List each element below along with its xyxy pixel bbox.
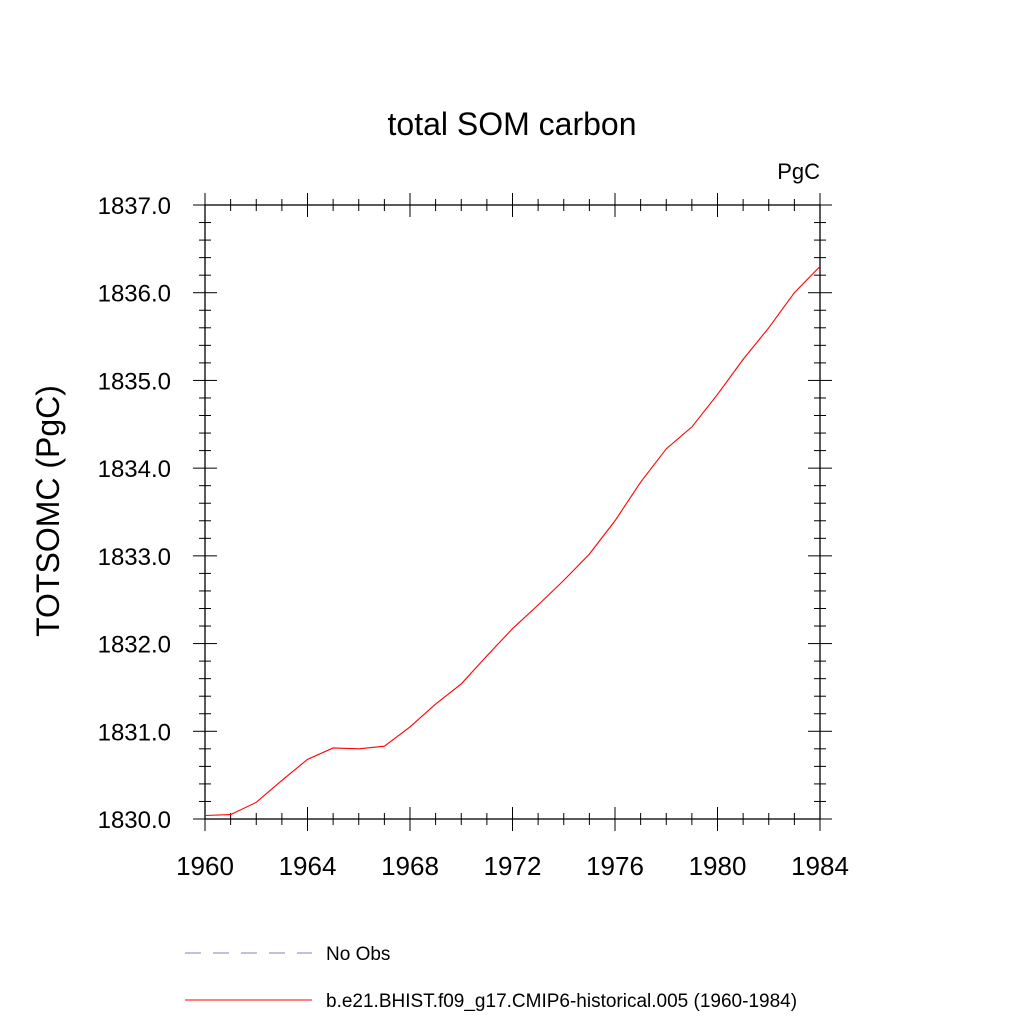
- x-tick-label: 1968: [381, 851, 439, 881]
- y-tick-label: 1833.0: [98, 544, 171, 571]
- y-axis-label: TOTSOMC (PgC): [30, 385, 66, 637]
- legend-label: b.e21.BHIST.f09_g17.CMIP6-historical.005…: [326, 991, 797, 1012]
- x-tick-label: 1964: [279, 851, 337, 881]
- legend-label: No Obs: [326, 944, 390, 965]
- y-tick-label: 1831.0: [98, 719, 171, 746]
- plot-frame: [204, 204, 821, 820]
- x-tick-label: 1972: [484, 851, 542, 881]
- x-tick-label: 1960: [176, 851, 234, 881]
- y-tick-label: 1834.0: [98, 456, 171, 483]
- y-tick-label: 1835.0: [98, 368, 171, 395]
- axis-ticks: 1960 1964 1968 1972 1976 1980 1984 1830.0 1831.0…: [98, 193, 849, 881]
- y-tick-label: 1832.0: [98, 632, 171, 659]
- series-layer: [204, 266, 821, 817]
- y-tick-label: 1837.0: [98, 193, 171, 220]
- y-tick-label: 1830.0: [98, 807, 171, 834]
- chart-title: total SOM carbon: [388, 106, 637, 142]
- x-tick-label: 1980: [689, 851, 747, 881]
- legend: No Obs b.e21.BHIST.f09_g17.CMIP6-historic…: [185, 944, 797, 1012]
- x-tick-label: 1984: [791, 851, 849, 881]
- units-label: PgC: [777, 159, 820, 184]
- series-line: [204, 266, 821, 817]
- y-tick-label: 1836.0: [98, 281, 171, 308]
- x-tick-label: 1976: [586, 851, 644, 881]
